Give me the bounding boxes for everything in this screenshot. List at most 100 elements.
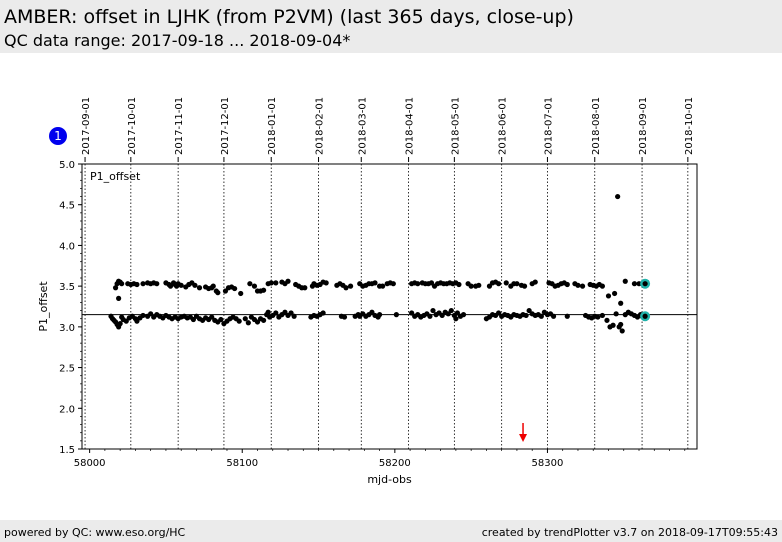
data-point (119, 281, 125, 287)
y-axis: 1.5 2.0 2.5 3.0 3.5 4.0 4.5 5.0 (59, 160, 82, 456)
x-axis-label: mjd-obs (367, 473, 412, 486)
date-tick-label: 2018-10-01 (684, 97, 695, 155)
data-point (261, 287, 267, 293)
data-point (268, 280, 274, 286)
page-title: AMBER: offset in LJHK (from P2VM) (last … (4, 6, 574, 28)
data-point (618, 321, 624, 328)
date-tick-label: 2018-03-01 (357, 97, 368, 155)
y-tick-label: 1.5 (59, 445, 75, 456)
data-point (282, 309, 288, 315)
date-axis: 2017-09-01 2017-10-01 2017-11-01 2017-12-01… (81, 97, 695, 162)
data-point (618, 300, 624, 306)
highlight-point (642, 281, 648, 287)
badge-icon[interactable] (49, 127, 67, 145)
data-point (116, 295, 122, 301)
data-point (215, 290, 221, 296)
data-point (611, 290, 618, 297)
data-point (486, 283, 493, 289)
data-point (192, 282, 198, 288)
data-point (523, 312, 529, 319)
panel-label: P1_offset (90, 170, 141, 183)
badge-label: 1 (54, 129, 62, 143)
date-tick-label: 2018-05-01 (450, 97, 461, 155)
data-point (564, 281, 570, 288)
plot-frame (81, 163, 698, 450)
data-point (323, 280, 329, 286)
data-point (514, 281, 520, 287)
header-bar: AMBER: offset in LJHK (from P2VM) (last … (0, 0, 782, 53)
data-point (604, 317, 610, 323)
data-point (605, 293, 612, 299)
data-point (380, 283, 386, 289)
data-point (476, 282, 482, 288)
data-point (140, 281, 146, 287)
data-point (453, 316, 459, 322)
x-tick-label: 58200 (379, 458, 411, 469)
data-point (595, 314, 601, 320)
data-point (285, 278, 291, 284)
data-point (123, 318, 129, 324)
data-points (108, 193, 645, 334)
arrow-head (519, 434, 528, 442)
data-point (247, 281, 253, 287)
data-point (251, 283, 258, 289)
data-point (415, 281, 421, 287)
data-point (599, 312, 605, 319)
data-point (236, 318, 242, 324)
date-tick-label: 2017-12-01 (220, 97, 231, 155)
data-point (134, 281, 140, 288)
data-point (622, 278, 628, 284)
y-axis-label: P1_offset (37, 281, 50, 332)
footer-credit: powered by QC: www.eso.org/HC (4, 526, 186, 539)
data-point (167, 283, 174, 289)
data-point (261, 317, 267, 323)
data-point (599, 283, 605, 289)
data-point (390, 281, 396, 287)
data-point (154, 281, 160, 287)
data-point (526, 307, 532, 314)
date-tick-label: 2018-02-01 (315, 97, 326, 155)
data-point (532, 279, 538, 285)
data-point (218, 316, 224, 323)
data-point (232, 285, 238, 292)
data-point (302, 285, 308, 291)
data-point (265, 309, 271, 315)
y-tick-label: 4.5 (59, 201, 75, 212)
data-point (430, 307, 436, 314)
data-point (196, 285, 203, 291)
page-subtitle: QC data range: 2017-09-18 ... 2018-09-04… (4, 31, 351, 50)
data-point (134, 318, 140, 324)
date-tick-label: 2018-06-01 (498, 97, 509, 155)
data-point (242, 316, 248, 322)
data-point (210, 283, 216, 289)
date-tick-label: 2018-01-01 (267, 97, 278, 155)
footer-bar: powered by QC: www.eso.org/HC created by… (0, 520, 782, 542)
data-point (615, 193, 621, 200)
marker-arrow (519, 423, 528, 442)
data-point (343, 285, 349, 291)
y-tick-label: 3.0 (59, 323, 75, 334)
data-point (521, 283, 528, 289)
data-point (610, 322, 616, 328)
data-point (503, 280, 509, 286)
data-point (222, 288, 229, 294)
data-point (245, 320, 251, 326)
y-tick-label: 2.5 (59, 364, 75, 375)
y-tick-label: 5.0 (59, 160, 75, 171)
data-point (117, 321, 123, 327)
date-tick-label: 2018-04-01 (405, 97, 416, 155)
highlighted-points (640, 278, 651, 322)
y-tick-label: 3.5 (59, 282, 75, 293)
data-point (631, 281, 638, 287)
data-point (575, 282, 581, 288)
date-tick-label: 2017-10-01 (127, 97, 138, 155)
date-tick-label: 2018-07-01 (543, 97, 554, 155)
x-tick-label: 58000 (74, 458, 106, 469)
data-point (273, 280, 279, 286)
data-point (341, 314, 348, 320)
data-point (178, 282, 184, 288)
x-tick-label: 58100 (226, 458, 258, 469)
y-tick-label: 4.0 (59, 241, 75, 252)
footer-timestamp: created by trendPlotter v3.7 on 2018-09-… (481, 526, 778, 539)
date-tick-label: 2018-09-01 (638, 97, 649, 155)
